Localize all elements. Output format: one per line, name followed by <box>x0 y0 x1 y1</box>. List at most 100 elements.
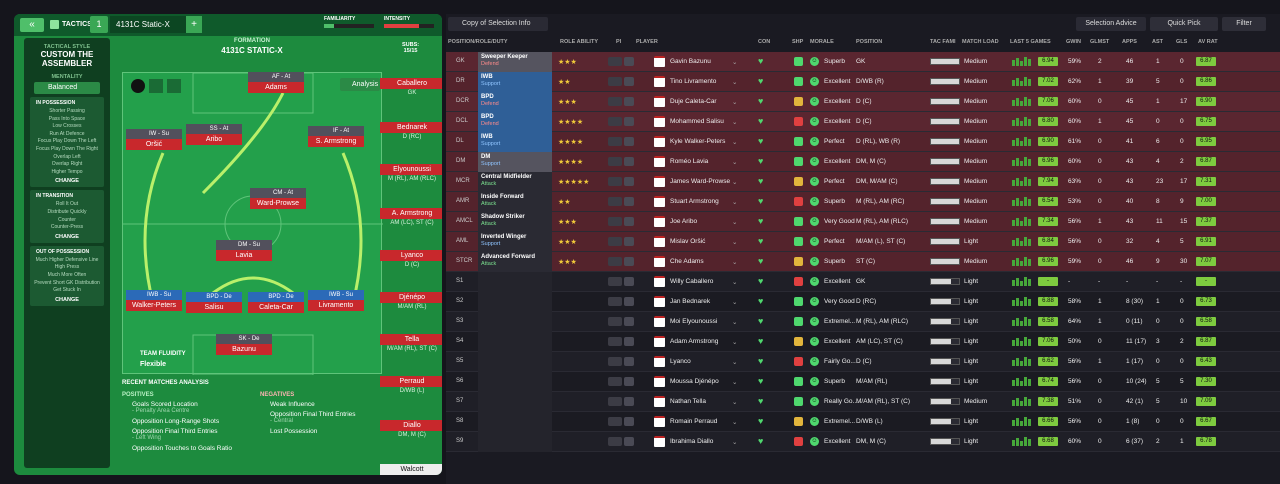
back-button[interactable]: « <box>20 18 44 32</box>
player-instructions-icon[interactable] <box>608 417 622 426</box>
col-av-rat[interactable]: AV RAT <box>1198 39 1218 45</box>
sub-slot[interactable]: Perraud D/WB (L) <box>380 376 442 395</box>
role-dropdown[interactable]: IWB Support <box>478 72 552 92</box>
sub-slot[interactable]: Bednarek D (RC) <box>380 122 442 141</box>
table-row[interactable]: AMR Inside Forward Attack ★★ Stuart Armstron… <box>446 192 1280 212</box>
player-slot-amr[interactable]: IF - At S. Armstrong <box>308 126 364 147</box>
player-name[interactable]: Jan Bednarek <box>670 298 711 305</box>
table-row[interactable]: S4 Adam Armstrong ⌄ ♥ ☺ Excellent AM (LC), ST … <box>446 332 1280 352</box>
col-gwin[interactable]: GWIN <box>1066 39 1081 45</box>
chevron-down-icon[interactable]: ⌄ <box>732 339 738 346</box>
col-ast[interactable]: AST <box>1152 39 1163 45</box>
table-row[interactable]: AMCL Shadow Striker Attack ★★★ Joe Aribo ⌄ ♥ ☺ V… <box>446 212 1280 232</box>
player-instructions-icon[interactable] <box>624 377 634 386</box>
player-instructions-icon[interactable] <box>608 377 622 386</box>
col-player[interactable]: PLAYER <box>636 39 658 45</box>
player-name[interactable]: Willy Caballero <box>670 278 714 285</box>
role-dropdown[interactable]: IWB Support <box>478 132 552 152</box>
player-instructions-icon[interactable] <box>608 137 622 146</box>
sub-slot[interactable]: A. Armstrong AM (LC), ST (C) <box>380 208 442 227</box>
chevron-down-icon[interactable]: ⌄ <box>732 379 738 386</box>
player-instructions-icon[interactable] <box>608 357 622 366</box>
player-slot-stc[interactable]: AF - At Adams <box>248 72 304 93</box>
table-row[interactable]: STCR Advanced Forward Attack ★★★ Che Adams ⌄ ♥… <box>446 252 1280 272</box>
table-row[interactable]: S1 Willy Caballero ⌄ ♥ ☺ Excellent GK Light - - - -… <box>446 272 1280 292</box>
player-instructions-icon[interactable] <box>608 277 622 286</box>
player-instructions-icon[interactable] <box>608 197 622 206</box>
filter-button[interactable]: Filter <box>1222 17 1266 31</box>
sub-slot[interactable]: Walcott <box>380 464 442 475</box>
table-row[interactable]: S2 Jan Bednarek ⌄ ♥ ☺ Very Good D (RC) Light 6.8… <box>446 292 1280 312</box>
change-out-of-possession-button[interactable]: CHANGE <box>55 296 79 303</box>
formation-dropdown[interactable]: 4131C STATIC-X <box>221 46 283 55</box>
player-name[interactable]: Lyanco <box>670 358 691 365</box>
player-instructions-icon[interactable] <box>624 237 634 246</box>
chevron-down-icon[interactable]: ⌄ <box>732 159 738 166</box>
table-row[interactable]: DCR BPD Defend ★★★ Duje Caleta-Car ⌄ ♥ ☺ Excelle… <box>446 92 1280 112</box>
table-row[interactable]: AML Inverted Winger Support ★★★ Mislav Oršić… <box>446 232 1280 252</box>
chevron-down-icon[interactable]: ⌄ <box>732 399 738 406</box>
player-instructions-icon[interactable] <box>624 157 634 166</box>
player-view-icon[interactable] <box>131 79 145 93</box>
chevron-down-icon[interactable]: ⌄ <box>732 219 738 226</box>
stats-view-icon[interactable] <box>149 79 163 93</box>
view-selector-dropdown[interactable]: Copy of Selection Info <box>448 17 548 31</box>
player-slot-dm[interactable]: DM - Su Lavia <box>216 240 272 261</box>
player-name[interactable]: Stuart Armstrong <box>670 198 719 205</box>
player-slot-dcl[interactable]: BPD - De Salisu <box>186 292 242 313</box>
player-name[interactable]: Joe Aribo <box>670 218 698 225</box>
player-instructions-icon[interactable] <box>624 417 634 426</box>
player-instructions-icon[interactable] <box>624 97 634 106</box>
col-role-ability[interactable]: ROLE ABILITY <box>560 39 598 45</box>
chevron-down-icon[interactable]: ⌄ <box>732 279 738 286</box>
player-instructions-icon[interactable] <box>608 117 622 126</box>
role-dropdown[interactable]: Central Midfielder Attack <box>478 172 552 192</box>
table-row[interactable]: DL IWB Support ★★★★ Kyle Walker-Peters ⌄ ♥ ☺ Per… <box>446 132 1280 152</box>
player-slot-dr[interactable]: IWB - Su Livramento <box>308 290 364 311</box>
player-instructions-icon[interactable] <box>608 257 622 266</box>
table-row[interactable]: S3 Moi Elyounoussi ⌄ ♥ ☺ Extremel... M (RL), A… <box>446 312 1280 332</box>
player-instructions-icon[interactable] <box>608 437 622 446</box>
player-name[interactable]: Ibrahima Diallo <box>670 438 714 445</box>
quick-pick-button[interactable]: Quick Pick <box>1150 17 1218 31</box>
role-dropdown[interactable]: Shadow Striker Attack <box>478 212 552 232</box>
download-icon[interactable] <box>167 79 181 93</box>
table-row[interactable]: S8 Romain Perraud ⌄ ♥ ☺ Extremel... D/WB (L) Li… <box>446 412 1280 432</box>
player-instructions-icon[interactable] <box>608 77 622 86</box>
col-last-5-games[interactable]: LAST 5 GAMES <box>1010 39 1051 45</box>
table-row[interactable]: S5 Lyanco ⌄ ♥ ☺ Fairly Go... D (C) Light 6.62 56%… <box>446 352 1280 372</box>
col-gls[interactable]: GLS <box>1176 39 1188 45</box>
player-name[interactable]: Tino Livramento <box>670 78 717 85</box>
change-in-transition-button[interactable]: CHANGE <box>55 233 79 240</box>
sub-slot[interactable]: Elyounoussi M (RL), AM (RLC) <box>380 164 442 183</box>
player-name[interactable]: Mislav Oršić <box>670 238 706 245</box>
table-row[interactable]: GK Sweeper Keeper Defend ★★★ Gavin Bazunu ⌄ ♥ ☺… <box>446 52 1280 72</box>
player-slot-gk[interactable]: SK - De Bazunu <box>216 334 272 355</box>
player-slot-amc[interactable]: SS - At Aribo <box>186 124 242 145</box>
mentality-dropdown[interactable]: Balanced <box>34 82 100 94</box>
player-name[interactable]: Romain Perraud <box>670 418 718 425</box>
table-row[interactable]: S6 Moussa Djénépo ⌄ ♥ ☺ Superb M/AM (RL) Light 6… <box>446 372 1280 392</box>
tactic-name-dropdown[interactable]: 4131C Static-X <box>110 16 200 33</box>
player-instructions-icon[interactable] <box>624 57 634 66</box>
chevron-down-icon[interactable]: ⌄ <box>732 299 738 306</box>
col-position-role-duty[interactable]: POSITION/ROLE/DUTY <box>448 39 508 45</box>
chevron-down-icon[interactable]: ⌄ <box>732 79 738 86</box>
player-instructions-icon[interactable] <box>624 217 634 226</box>
chevron-down-icon[interactable]: ⌄ <box>732 419 738 426</box>
player-name[interactable]: Adam Armstrong <box>670 338 719 345</box>
chevron-down-icon[interactable]: ⌄ <box>732 59 738 66</box>
player-name[interactable]: Che Adams <box>670 258 704 265</box>
add-tactic-button[interactable]: + <box>186 16 202 33</box>
chevron-down-icon[interactable]: ⌄ <box>732 199 738 206</box>
chevron-down-icon[interactable]: ⌄ <box>732 99 738 106</box>
role-dropdown[interactable]: Advanced Forward Attack <box>478 252 552 272</box>
col-pi[interactable]: PI <box>616 39 622 45</box>
chevron-down-icon[interactable]: ⌄ <box>732 319 738 326</box>
player-instructions-icon[interactable] <box>608 237 622 246</box>
change-in-possession-button[interactable]: CHANGE <box>55 178 79 185</box>
player-instructions-icon[interactable] <box>624 317 634 326</box>
sub-slot[interactable]: Lyanco D (C) <box>380 250 442 269</box>
player-instructions-icon[interactable] <box>608 177 622 186</box>
col-shp[interactable]: SHP <box>792 39 804 45</box>
